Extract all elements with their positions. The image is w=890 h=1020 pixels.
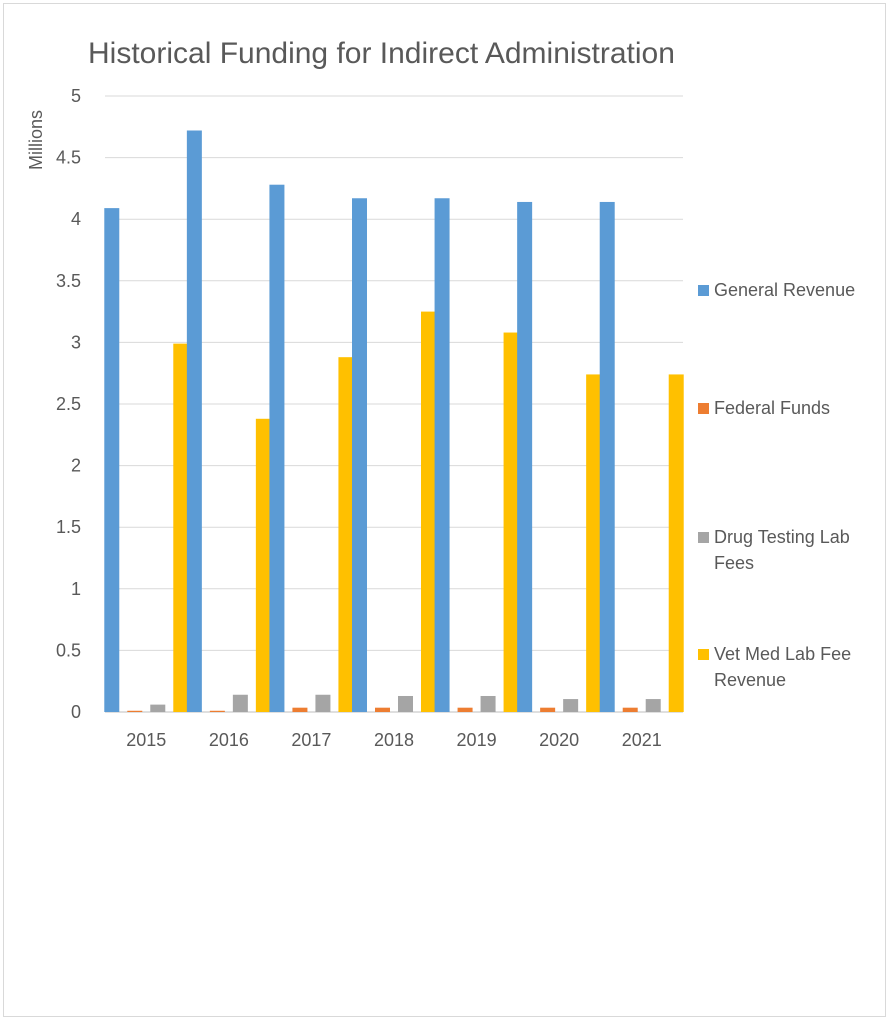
- bar: [209, 710, 225, 712]
- legend-swatch: [698, 403, 709, 414]
- bar: [563, 699, 579, 712]
- bar: [668, 374, 684, 712]
- chart-title: Historical Funding for Indirect Administ…: [88, 37, 675, 70]
- bar: [517, 201, 533, 712]
- legend-label: General Revenue: [714, 280, 855, 300]
- bar: [622, 707, 638, 712]
- bar: [315, 694, 331, 712]
- x-tick-label: 2020: [539, 730, 579, 750]
- bars: [104, 130, 684, 713]
- bar: [104, 208, 120, 712]
- bar: [540, 707, 556, 712]
- bar: [352, 198, 367, 713]
- bar: [150, 704, 166, 712]
- y-tick-label: 5: [71, 86, 81, 106]
- x-tick-label: 2017: [291, 730, 331, 750]
- bar: [375, 707, 390, 712]
- bar: [421, 311, 436, 712]
- y-tick-label: 0: [71, 702, 81, 722]
- x-tick-label: 2015: [126, 730, 166, 750]
- bar: [398, 695, 413, 712]
- bar: [599, 201, 615, 712]
- legend-swatch: [698, 532, 709, 543]
- bar: [586, 374, 602, 712]
- x-tick-label: 2019: [457, 730, 497, 750]
- y-tick-label: 1.5: [56, 517, 81, 537]
- y-tick-label: 4.5: [56, 148, 81, 168]
- bar: [503, 332, 519, 712]
- legend-label: Drug Testing Lab: [714, 527, 850, 547]
- legend-swatch: [698, 649, 709, 660]
- y-tick-label: 2: [71, 456, 81, 476]
- y-tick-label: 4: [71, 209, 81, 229]
- bar: [645, 699, 661, 712]
- y-axis-label: Millions: [26, 110, 46, 170]
- bar: [457, 707, 473, 712]
- bar: [232, 694, 248, 712]
- y-tick-label: 2.5: [56, 394, 81, 414]
- legend-label: Vet Med Lab Fee: [714, 644, 851, 664]
- bar: [269, 184, 285, 713]
- bar: [255, 418, 271, 712]
- y-tick-label: 0.5: [56, 640, 81, 660]
- legend-label: Revenue: [714, 670, 786, 690]
- y-tick-label: 3: [71, 332, 81, 352]
- bar: [292, 707, 308, 712]
- bar: [186, 130, 202, 713]
- bar: [434, 198, 450, 713]
- legend: General Revenue Federal Funds Drug Testing…: [698, 280, 855, 690]
- x-tick-label: 2021: [622, 730, 662, 750]
- bar: [480, 695, 496, 712]
- y-tick-label: 3.5: [56, 271, 81, 291]
- bar: [127, 710, 143, 712]
- y-axis-ticks: 0 0.5 1 1.5 2 2.5 3 3.5 4 4.5 5: [56, 86, 81, 722]
- legend-label: Federal Funds: [714, 398, 830, 418]
- legend-label: Fees: [714, 553, 754, 573]
- x-tick-label: 2018: [374, 730, 414, 750]
- y-tick-label: 1: [71, 579, 81, 599]
- legend-swatch: [698, 285, 709, 296]
- x-axis-ticks: 2015 2016 2017 2018 2019 2020 2021: [126, 730, 661, 750]
- x-tick-label: 2016: [209, 730, 249, 750]
- bar: [338, 357, 354, 712]
- bar: [173, 343, 189, 712]
